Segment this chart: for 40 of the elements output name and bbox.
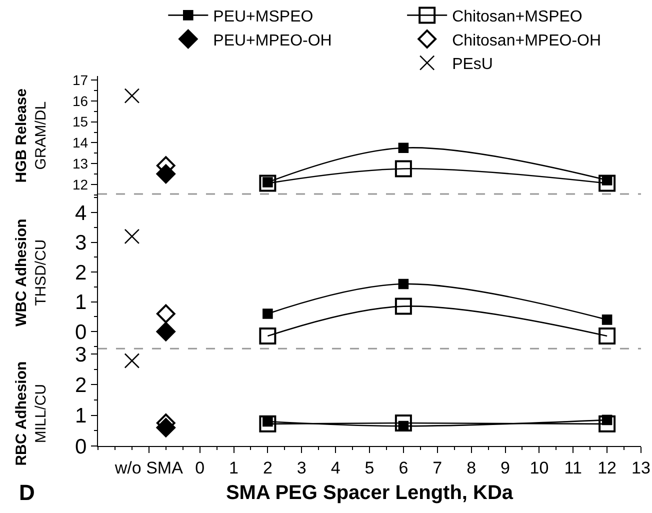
y-axis-title: WBC Adhesion THSD/CU <box>13 218 50 326</box>
y-tick-label: 1 <box>74 291 87 314</box>
x-tick-label: 5 <box>364 458 374 478</box>
x-tick-label: 3 <box>296 458 306 478</box>
y-tick-label: 13 <box>72 155 88 172</box>
y-tick-label: 14 <box>72 134 88 151</box>
legend-label: PEsU <box>452 56 493 74</box>
y-tick-label: 4 <box>74 202 87 225</box>
x-tick-label: 4 <box>330 458 340 478</box>
x-tick-label: 12 <box>598 458 617 478</box>
x-tick-label: 10 <box>530 458 549 478</box>
y-tick-label: 17 <box>72 72 88 88</box>
x-axis-title: SMA PEG Spacer Length, KDa <box>226 482 514 504</box>
y-tick-label: 3 <box>74 232 87 255</box>
y-tick-label: 12 <box>72 176 88 192</box>
x-tick-label: 6 <box>398 458 408 478</box>
y-tick-label: 0 <box>74 435 87 458</box>
x-tick-label: 7 <box>432 458 442 478</box>
x-tick-label: 9 <box>500 458 510 478</box>
legend-label: PEU+MPEO-OH <box>213 32 332 50</box>
y-axis-title: RBC Adhesion MILL/CU <box>12 361 50 466</box>
x-tick-label: 13 <box>632 458 650 478</box>
y-tick-label: 3 <box>74 343 87 366</box>
y-tick-label: 2 <box>74 374 87 398</box>
x-tick-label: 1 <box>229 458 238 478</box>
x-tick-label: 2 <box>262 458 272 478</box>
legend-label: Chitosan+MPEO-OH <box>452 32 602 50</box>
legend-label: PEU+MSPEO <box>213 8 314 26</box>
x-tick-label: 8 <box>466 458 476 478</box>
y-tick-label: 0 <box>74 320 87 344</box>
legend-label: Chitosan+MSPEO <box>452 8 582 26</box>
y-tick-label: 2 <box>74 261 87 284</box>
x-tick-label: 0 <box>195 458 205 478</box>
y-axis-title: HGB Release GRAM/DL <box>12 88 50 183</box>
y-tick-label: 15 <box>72 114 88 130</box>
x-tick-label: 11 <box>564 458 582 478</box>
y-tick-label: 1 <box>74 404 87 428</box>
x-tick-label: w/o SMA <box>114 458 184 478</box>
text: D <box>19 480 35 505</box>
y-tick-label: 16 <box>72 92 88 109</box>
